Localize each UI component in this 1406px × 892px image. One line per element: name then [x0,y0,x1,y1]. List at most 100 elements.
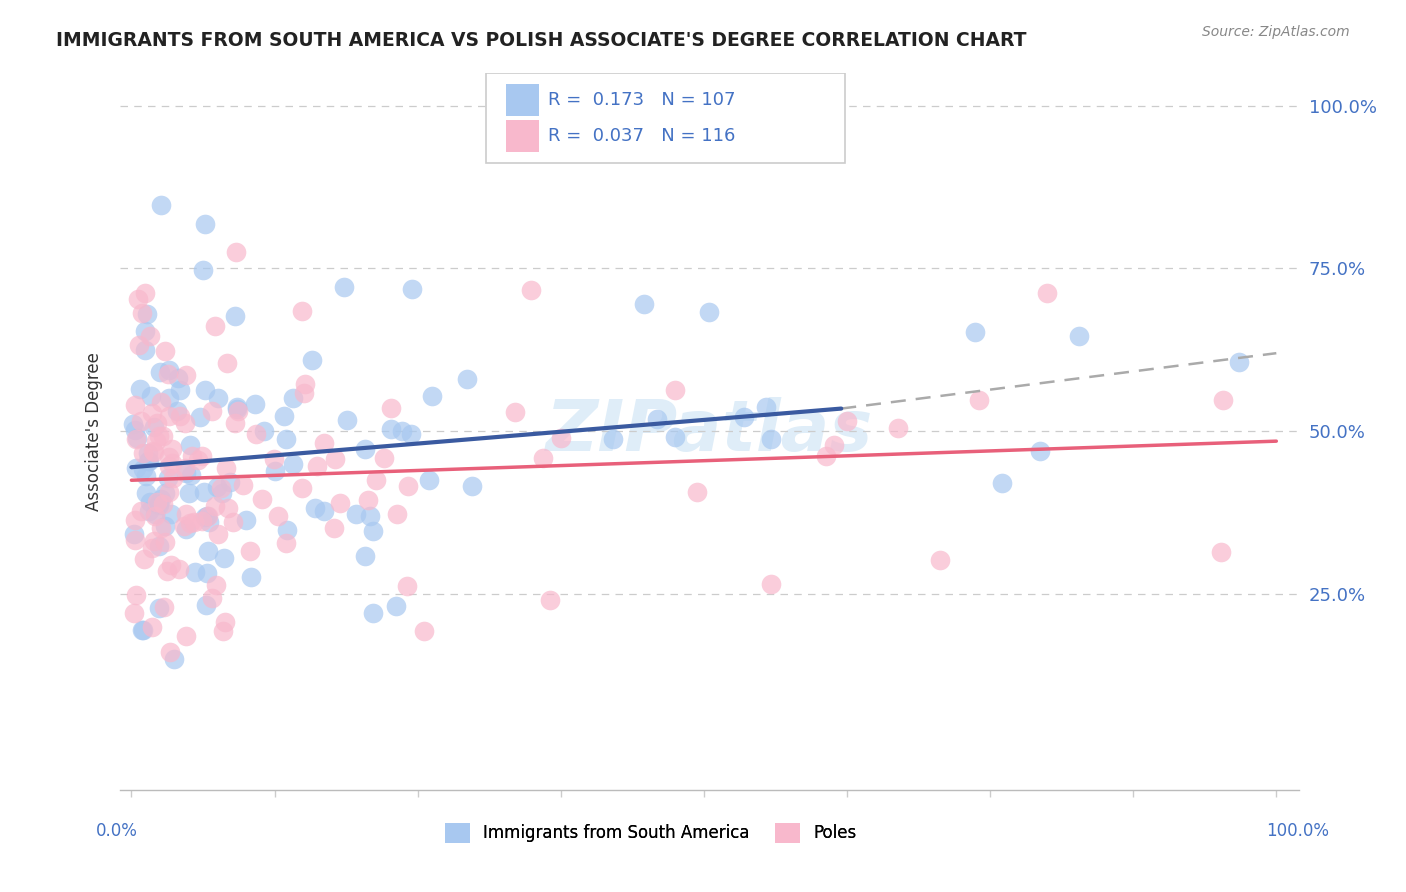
Point [174,416,197,430]
Point [225,244,247,259]
Point [322,521,344,535]
Point [194,217,217,231]
Point [122,526,145,541]
Point [149,394,172,409]
Point [401,427,423,442]
Point [304,500,326,515]
Point [359,508,381,523]
Point [969,392,991,407]
Point [157,409,180,423]
Point [125,588,148,602]
Point [153,519,176,533]
Point [160,456,183,470]
Point [204,319,226,334]
Point [232,478,254,492]
Point [149,365,172,379]
Point [281,457,304,471]
Point [155,486,177,500]
Point [152,497,174,511]
Point [132,623,155,637]
FancyBboxPatch shape [506,120,538,152]
Point [193,484,215,499]
Text: R =  0.037   N = 116: R = 0.037 N = 116 [548,127,735,145]
Point [664,430,686,444]
Point [357,492,380,507]
Point [200,591,222,606]
Point [887,421,910,435]
Point [159,558,181,572]
Point [217,501,239,516]
Point [226,400,249,414]
Point [420,389,443,403]
Point [336,412,359,426]
Point [148,498,170,512]
Point [179,438,201,452]
Point [167,562,190,576]
Point [159,645,181,659]
Point [243,397,266,411]
Point [965,325,987,339]
Point [239,543,262,558]
Point [354,549,377,564]
Point [385,507,408,521]
Point [146,416,169,430]
Point [520,283,543,297]
Point [215,461,238,475]
Point [127,292,149,306]
Point [143,533,166,548]
Point [157,367,180,381]
Point [166,404,188,418]
Point [333,279,356,293]
Point [136,446,159,460]
Point [215,356,238,370]
Point [174,461,197,475]
Point [148,601,170,615]
Point [125,431,148,445]
Point [759,432,782,446]
Point [211,486,233,500]
Point [1212,393,1234,408]
Point [148,429,170,443]
Point [129,414,152,428]
Point [131,624,153,638]
Point [150,521,173,535]
Point [143,508,166,523]
Point [174,629,197,643]
Point [219,475,242,489]
Point [294,377,316,392]
Point [361,524,384,538]
Point [176,522,198,536]
Point [167,371,190,385]
Point [323,452,346,467]
Point [162,471,184,485]
Point [153,535,176,549]
Point [461,479,484,493]
Point [134,286,156,301]
Point [837,414,859,428]
Point [124,513,146,527]
Point [124,423,146,437]
Point [245,427,267,442]
Point [214,615,236,630]
Text: 0.0%: 0.0% [96,822,138,840]
Point [1069,328,1091,343]
Point [159,484,181,499]
Point [1227,355,1250,369]
Point [314,435,336,450]
Point [240,570,263,584]
Point [197,544,219,558]
Point [125,461,148,475]
Point [990,476,1012,491]
Point [263,451,285,466]
Point [152,600,174,615]
Point [134,324,156,338]
Point [128,382,150,396]
Point [193,263,215,277]
Point [235,513,257,527]
Point [198,515,221,529]
Point [122,606,145,620]
Point [155,564,177,578]
Point [823,438,845,452]
Point [759,576,782,591]
Point [131,504,153,518]
